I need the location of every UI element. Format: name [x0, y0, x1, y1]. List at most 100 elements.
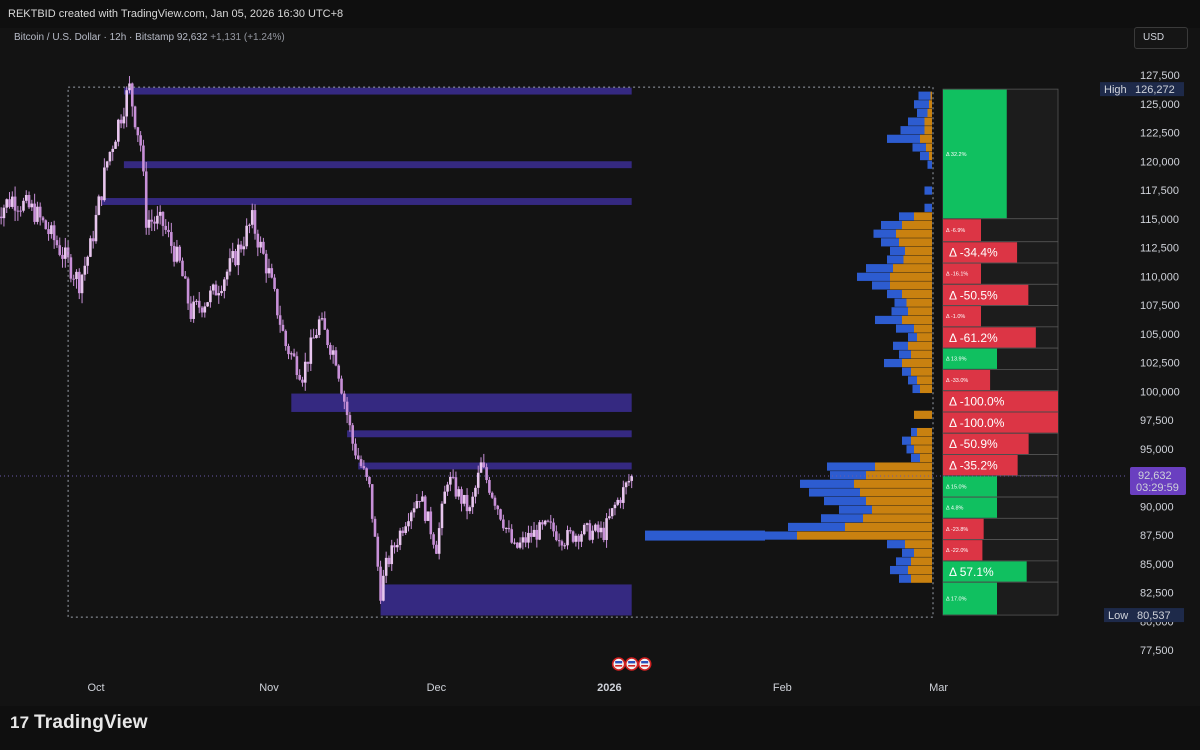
candle	[158, 211, 162, 216]
candle	[91, 238, 95, 242]
volume-bar-buy	[920, 151, 929, 161]
us-flag-event-icon[interactable]	[624, 657, 639, 671]
candle	[329, 345, 332, 355]
volume-bar-buy	[896, 557, 911, 566]
candle	[256, 233, 260, 248]
price-chart[interactable]: Δ 32.2% Δ -6.9% Δ -34.4% Δ -16.1% Δ -50.5% Δ …	[0, 0, 1200, 706]
candle	[234, 251, 237, 266]
symbol-legend[interactable]: Bitcoin / U.S. Dollar · 12h · Bitstamp 9…	[14, 32, 285, 43]
tradingview-logo[interactable]: 17 TradingView	[10, 712, 148, 734]
candle	[139, 135, 142, 146]
candle	[264, 253, 268, 274]
price-tick-label: 87,500	[1140, 530, 1174, 542]
candle	[462, 494, 466, 504]
price-axis[interactable]: 127,500 125,000 122,500 120,000 117,500 115,0…	[1100, 70, 1186, 657]
last-price-legend: 92,632	[176, 32, 208, 43]
volume-bar-sell	[929, 100, 932, 109]
price-tick-label: 82,500	[1140, 588, 1174, 600]
candle	[510, 529, 514, 543]
volume-bar-sell	[914, 324, 932, 333]
candle	[373, 518, 377, 537]
candle	[345, 401, 349, 416]
volume-bar-buy	[908, 117, 925, 126]
candle	[465, 494, 469, 512]
candle	[485, 467, 488, 481]
candle	[443, 491, 447, 504]
low-label: Low	[1108, 610, 1128, 622]
candle	[167, 229, 170, 233]
flag-stripe	[641, 661, 649, 664]
flag-stripe	[641, 665, 649, 667]
volume-bar-sell	[903, 255, 932, 264]
volume-bar-buy	[881, 220, 902, 230]
volume-bar-sell	[927, 108, 932, 118]
candle	[627, 480, 631, 483]
candle	[33, 203, 36, 222]
delta-table: Δ 32.2% Δ -6.9% Δ -34.4% Δ -16.1% Δ -50.5% Δ …	[942, 88, 1059, 616]
price-tick-label: 120,000	[1140, 156, 1180, 168]
high-label: High	[1104, 84, 1127, 96]
candle	[301, 379, 304, 383]
time-axis[interactable]: Oct Nov Dec 2026 Feb Mar	[87, 682, 948, 694]
candle	[574, 535, 578, 542]
volume-bar-buy	[908, 376, 917, 385]
volume-bar-sell	[866, 496, 932, 506]
candle	[142, 145, 145, 172]
candle	[94, 214, 98, 242]
candle	[563, 545, 567, 547]
volume-bar-buy	[911, 427, 917, 437]
candle	[356, 455, 360, 460]
candle	[287, 346, 290, 355]
time-label: Feb	[773, 682, 792, 694]
low-badge	[1104, 608, 1184, 623]
candle	[460, 489, 463, 504]
volume-bar-buy	[900, 126, 925, 135]
candle	[236, 244, 240, 266]
volume-bar-sell	[902, 289, 932, 299]
candle	[610, 508, 614, 517]
candle	[19, 210, 22, 212]
us-flag-event-icon[interactable]	[637, 657, 652, 671]
volume-bar-sell	[902, 315, 932, 325]
candle	[474, 487, 477, 497]
candle	[317, 319, 321, 336]
candle	[22, 200, 25, 211]
candle	[432, 534, 435, 545]
candles-layer	[0, 76, 633, 605]
volume-bar-buy	[927, 160, 932, 169]
candle	[284, 330, 288, 347]
volume-bar-buy	[924, 186, 932, 195]
candle	[47, 229, 50, 235]
currency-button[interactable]: USD	[1134, 27, 1188, 49]
candle	[136, 127, 140, 136]
candle	[217, 293, 221, 296]
candle	[108, 151, 112, 162]
volume-bar-buy	[912, 143, 926, 152]
volume-bar-sell	[875, 462, 932, 471]
candle	[496, 505, 500, 510]
price-tick-label: 110,000	[1140, 271, 1179, 283]
delta-fill	[943, 327, 1036, 348]
candle	[192, 301, 195, 319]
candle	[315, 335, 318, 338]
candle	[390, 545, 394, 565]
flag-stripe	[615, 665, 623, 667]
candle	[320, 318, 324, 320]
volume-bar-sell	[917, 333, 932, 342]
delta-fill	[943, 263, 981, 284]
price-tick-label: 127,500	[1140, 70, 1180, 82]
candle	[504, 527, 508, 529]
candle	[630, 475, 633, 481]
candle	[306, 361, 310, 364]
volume-bar-sell	[872, 505, 932, 514]
candle	[225, 271, 229, 280]
candle	[186, 278, 190, 304]
delta-label: Δ -100.0%	[949, 395, 1005, 409]
delta-label: Δ -100.0%	[949, 416, 1005, 430]
us-flag-event-icon[interactable]	[611, 657, 626, 671]
volume-bar-sell	[920, 384, 932, 394]
volume-bar-buy	[908, 333, 917, 342]
candle	[13, 196, 17, 211]
candle	[582, 524, 586, 535]
candle	[527, 532, 530, 543]
